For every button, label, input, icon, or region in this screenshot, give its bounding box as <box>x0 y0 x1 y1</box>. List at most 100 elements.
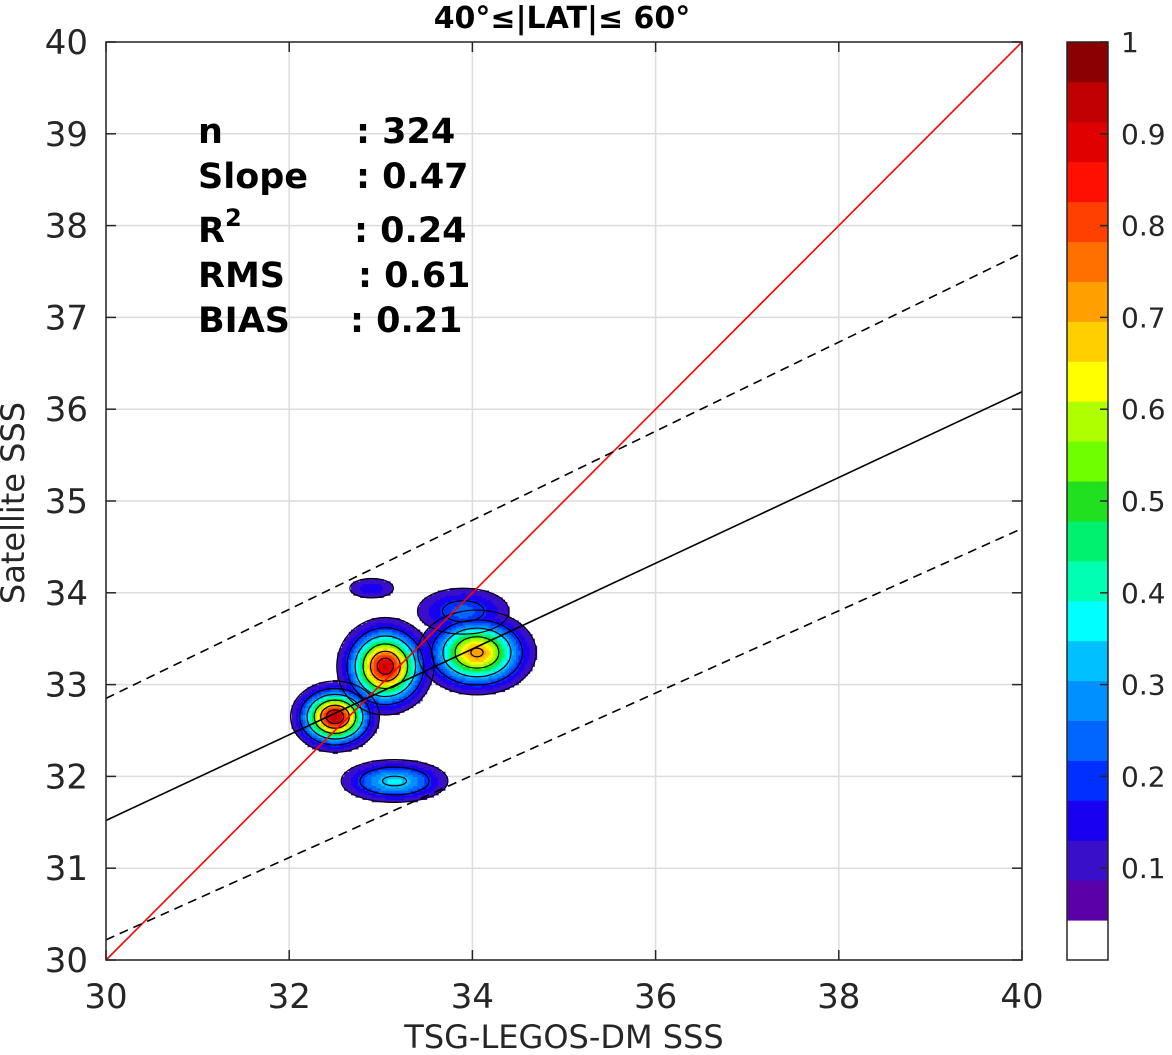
density-cell <box>463 590 467 594</box>
density-cell <box>458 684 462 688</box>
density-cell <box>309 707 313 711</box>
density-cell <box>511 659 515 663</box>
density-cell <box>422 689 425 693</box>
density-cell <box>476 650 480 654</box>
density-cell <box>387 709 391 713</box>
density-cell <box>424 666 428 670</box>
density-cell <box>309 725 313 729</box>
density-cell <box>415 657 419 660</box>
density-cell <box>472 615 476 619</box>
stat-r2-letter: R <box>198 211 225 251</box>
density-cell <box>408 790 412 794</box>
density-cell <box>419 684 423 688</box>
density-cell <box>502 611 506 615</box>
density-cell <box>353 673 357 677</box>
colorbar-tick-label: 0.2 <box>1121 760 1166 793</box>
density-cell <box>378 787 382 791</box>
density-cell <box>467 661 471 665</box>
density-cell <box>353 638 357 642</box>
density-cell <box>296 698 299 702</box>
density-cell <box>438 783 441 787</box>
density-cell <box>378 673 382 677</box>
density-cell <box>348 728 352 732</box>
density-cell <box>302 696 306 699</box>
density-cell <box>360 661 364 665</box>
density-cell <box>442 785 446 789</box>
density-cell <box>509 620 512 624</box>
density-cell <box>376 636 380 640</box>
density-cell <box>392 771 396 775</box>
density-cell <box>380 640 384 644</box>
density-cell <box>447 634 451 638</box>
density-cell <box>373 780 377 784</box>
density-cell <box>493 601 496 605</box>
density-cell <box>458 634 462 638</box>
density-cell <box>353 647 357 651</box>
density-cell <box>389 675 393 679</box>
density-cell <box>412 778 416 782</box>
density-cell <box>339 741 343 745</box>
density-cell <box>403 624 407 628</box>
density-cell <box>385 675 389 679</box>
density-cell <box>321 739 325 743</box>
density-cell <box>479 640 483 644</box>
density-cell <box>531 652 535 656</box>
density-cell <box>362 732 366 736</box>
density-cell <box>385 785 389 789</box>
density-cell <box>424 606 428 610</box>
density-cell <box>479 663 483 667</box>
density-cell <box>454 615 457 619</box>
density-cell <box>312 698 315 702</box>
density-cell <box>314 719 318 722</box>
density-cell <box>376 579 380 582</box>
density-cell <box>309 739 313 743</box>
density-cell <box>369 709 373 713</box>
density-cell <box>428 629 432 633</box>
density-cell <box>506 650 510 654</box>
density-cell <box>442 599 446 603</box>
density-cell <box>444 592 448 596</box>
density-cell <box>456 627 460 631</box>
density-cell <box>476 640 480 644</box>
density-cell <box>339 666 343 670</box>
density-cell <box>520 659 524 663</box>
density-cell <box>426 666 430 670</box>
density-cell <box>522 675 526 679</box>
density-cell <box>399 670 403 674</box>
density-cell <box>383 636 386 640</box>
density-cell <box>463 615 467 619</box>
density-cell <box>444 654 448 658</box>
density-cell <box>490 675 494 679</box>
density-cell <box>305 723 309 727</box>
density-cell <box>408 691 412 695</box>
density-cell <box>433 615 437 619</box>
density-cell <box>330 712 334 716</box>
density-cell <box>360 581 364 585</box>
density-cell <box>346 746 350 750</box>
density-cell <box>392 680 396 683</box>
density-cell <box>378 689 382 693</box>
density-cell <box>506 652 510 656</box>
density-cell <box>337 689 341 693</box>
density-cell <box>380 645 384 649</box>
density-cell <box>525 634 528 638</box>
density-cell <box>497 682 501 686</box>
density-cell <box>344 666 348 670</box>
density-cell <box>470 654 473 658</box>
density-cell <box>316 700 320 704</box>
density-cell <box>396 636 400 640</box>
density-cell <box>433 606 437 610</box>
density-cell <box>351 673 354 677</box>
density-cell <box>330 700 334 704</box>
density-cell <box>497 615 501 619</box>
density-cell <box>408 643 412 647</box>
density-cell <box>435 769 439 773</box>
density-cell <box>399 640 403 644</box>
density-cell <box>419 686 423 690</box>
density-cell <box>339 732 343 736</box>
density-cell <box>415 659 419 663</box>
density-cell <box>328 728 332 732</box>
density-cell <box>438 620 441 624</box>
density-cell <box>431 661 435 665</box>
density-cell <box>360 636 364 640</box>
